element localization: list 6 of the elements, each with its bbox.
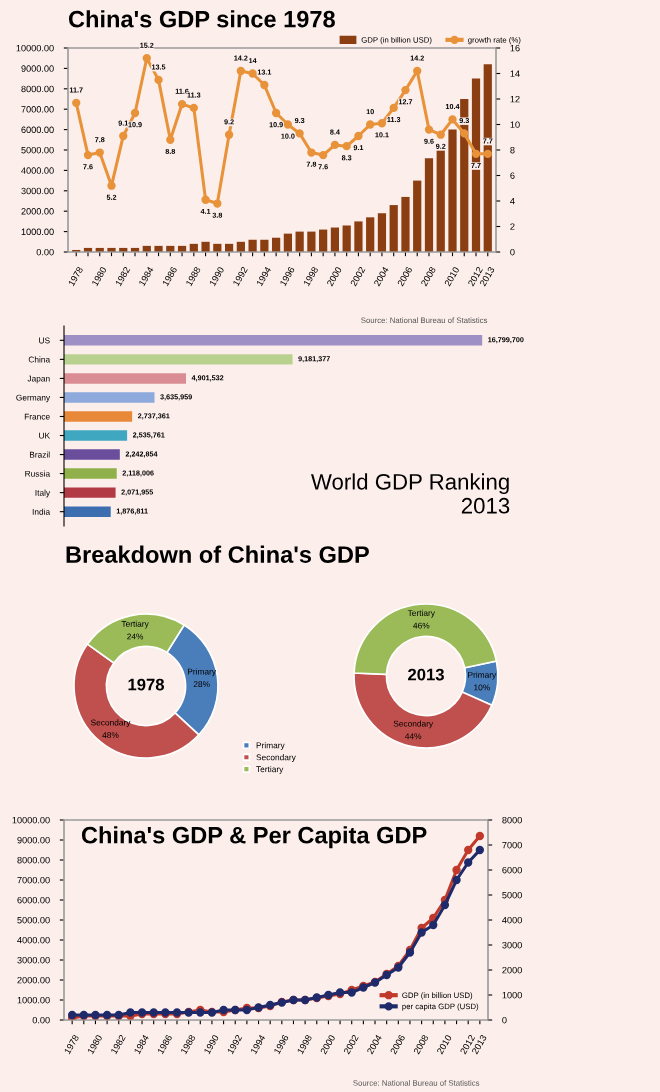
text: 1978: [128, 678, 165, 691]
text: 2013: [408, 668, 444, 681]
chart-title: China's GDP & Per Capita GDP: [81, 826, 427, 849]
chart-title: China's GDP since 1978: [68, 10, 335, 28]
text: World GDP Ranking 2013: [311, 473, 510, 514]
chart-title: Breakdown of China's GDP: [66, 545, 369, 563]
